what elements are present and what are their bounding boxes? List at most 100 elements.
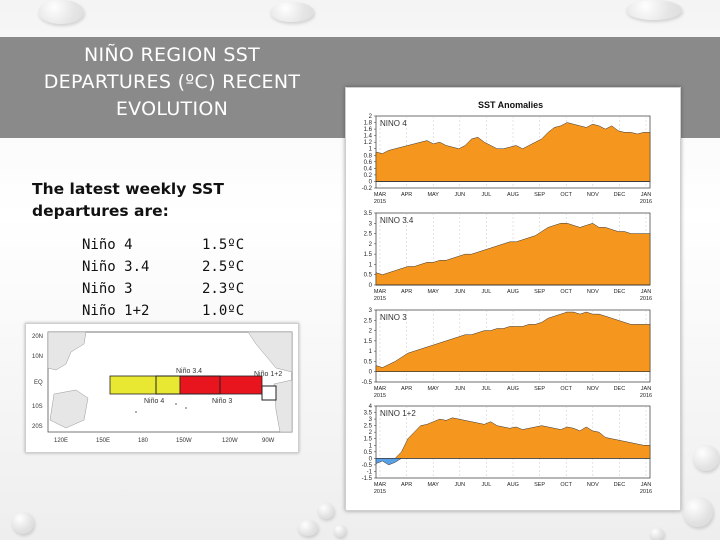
land-australia (49, 389, 89, 429)
y-tick-label: 2 (369, 329, 373, 335)
nino4-label: Niño 4 (144, 398, 164, 405)
x-tick-label: JUL (482, 192, 492, 198)
y-tick-label: 0.8 (364, 153, 373, 159)
x-tick-label: 2016 (640, 393, 652, 399)
series-area-positive (376, 417, 651, 459)
chart-title: SST Anomalies (478, 100, 543, 110)
x-tick-label: DEC (614, 386, 626, 392)
y-tick-label: 1.8 (364, 121, 373, 127)
y-tick-label: -0.2 (362, 186, 373, 192)
land-america (247, 331, 293, 373)
x-tick-label: JAN (641, 386, 651, 392)
lat-label: 10S (32, 404, 43, 410)
x-tick-label: SEP (534, 289, 545, 295)
region-value: 2.5ºC (202, 259, 245, 275)
y-tick-label: 1.5 (364, 437, 373, 443)
x-tick-label: SEP (534, 386, 545, 392)
water-drop (334, 525, 346, 537)
region-value: 1.5ºC (202, 237, 245, 253)
lon-label: 120E (54, 438, 68, 444)
y-tick-label: -0.5 (362, 380, 373, 386)
x-tick-label: OCT (560, 482, 572, 488)
x-tick-label: JAN (641, 289, 651, 295)
nino3-box (179, 375, 263, 395)
region-name: Niño 3.4 (82, 259, 150, 275)
lon-label: 180 (138, 438, 149, 444)
lat-label: EQ (34, 380, 43, 386)
region-value: 2.3ºC (202, 281, 245, 297)
x-tick-label: 2016 (640, 199, 652, 205)
x-tick-label: DEC (614, 482, 626, 488)
x-tick-label: DEC (614, 289, 626, 295)
x-tick-label: SEP (534, 192, 545, 198)
x-tick-label: JAN (641, 482, 651, 488)
y-tick-label: 0.5 (364, 359, 373, 365)
y-tick-label: 4 (369, 404, 373, 410)
x-tick-label: 2015 (374, 296, 386, 302)
water-drop (693, 445, 719, 471)
x-tick-label: MAR (374, 289, 386, 295)
x-tick-label: MAY (427, 482, 439, 488)
x-tick-label: JUN (454, 192, 465, 198)
region-name: Niño 3 (82, 281, 133, 297)
nino4-box (109, 375, 181, 395)
y-tick-label: 2.5 (364, 424, 373, 430)
y-tick-label: 1.2 (364, 140, 373, 146)
series-area-positive (375, 223, 651, 286)
water-drop (270, 2, 314, 22)
y-tick-label: 2.5 (364, 318, 373, 324)
y-tick-label: 0 (369, 456, 373, 462)
y-tick-label: 1 (369, 349, 373, 355)
x-tick-label: APR (401, 192, 412, 198)
y-tick-label: 1 (369, 147, 373, 153)
region-row: Niño 3 2.3ºC (82, 278, 282, 300)
x-tick-label: SEP (534, 482, 545, 488)
intro-text: The latest weekly SST departures are: (32, 180, 224, 220)
x-tick-label: 2016 (640, 296, 652, 302)
x-tick-label: APR (401, 289, 412, 295)
lat-label: 20N (32, 334, 43, 340)
panel-label: NINO 1+2 (380, 409, 416, 418)
y-tick-label: 1 (369, 443, 373, 449)
x-tick-label: JUN (454, 289, 465, 295)
panel-label: NINO 4 (380, 119, 407, 128)
x-tick-label: MAR (374, 482, 386, 488)
land-asia (47, 331, 87, 371)
series-area-positive (375, 122, 651, 182)
x-tick-label: AUG (507, 289, 519, 295)
y-tick-label: 0.2 (364, 173, 373, 179)
lon-label: 150E (96, 438, 110, 444)
x-tick-label: JUL (482, 289, 492, 295)
y-tick-label: 3.5 (364, 411, 373, 417)
water-drop (298, 520, 318, 536)
y-tick-label: 2 (369, 242, 373, 248)
x-tick-label: AUG (507, 192, 519, 198)
y-tick-label: 3 (369, 308, 373, 314)
region-name: Niño 1+2 (82, 303, 150, 319)
x-tick-label: NOV (587, 386, 599, 392)
water-drop (650, 528, 664, 540)
x-tick-label: OCT (560, 386, 572, 392)
y-tick-label: 3 (369, 417, 373, 423)
lon-label: 90W (262, 438, 275, 444)
y-tick-label: 1.5 (364, 252, 373, 258)
x-tick-label: AUG (507, 386, 519, 392)
lat-label: 20S (32, 424, 43, 430)
x-tick-label: JUL (482, 386, 492, 392)
y-tick-label: 2 (369, 114, 373, 120)
region-row: Niño 4 1.5ºC (82, 234, 282, 256)
land-south-america (273, 379, 293, 433)
y-tick-label: 2.5 (364, 232, 373, 238)
y-tick-label: 0.6 (364, 160, 373, 166)
x-tick-label: APR (401, 386, 412, 392)
water-drop (12, 512, 34, 534)
region-row: Niño 3.4 2.5ºC (82, 256, 282, 278)
sst-anomalies-chart: SST Anomalies MAR 2015 APR MAY JUN JUL AUG SEP O… (345, 87, 681, 511)
x-tick-label: DEC (614, 192, 626, 198)
x-tick-label: MAR (374, 192, 386, 198)
x-tick-label: 2015 (374, 199, 386, 205)
y-tick-label: -1 (367, 469, 373, 475)
x-tick-label: MAY (427, 289, 439, 295)
y-tick-label: 0.5 (364, 273, 373, 279)
nino-regions-map: Niño 3.4 Niño 1+2 Niño 4 Niño 3 20N 10N … (25, 323, 299, 453)
